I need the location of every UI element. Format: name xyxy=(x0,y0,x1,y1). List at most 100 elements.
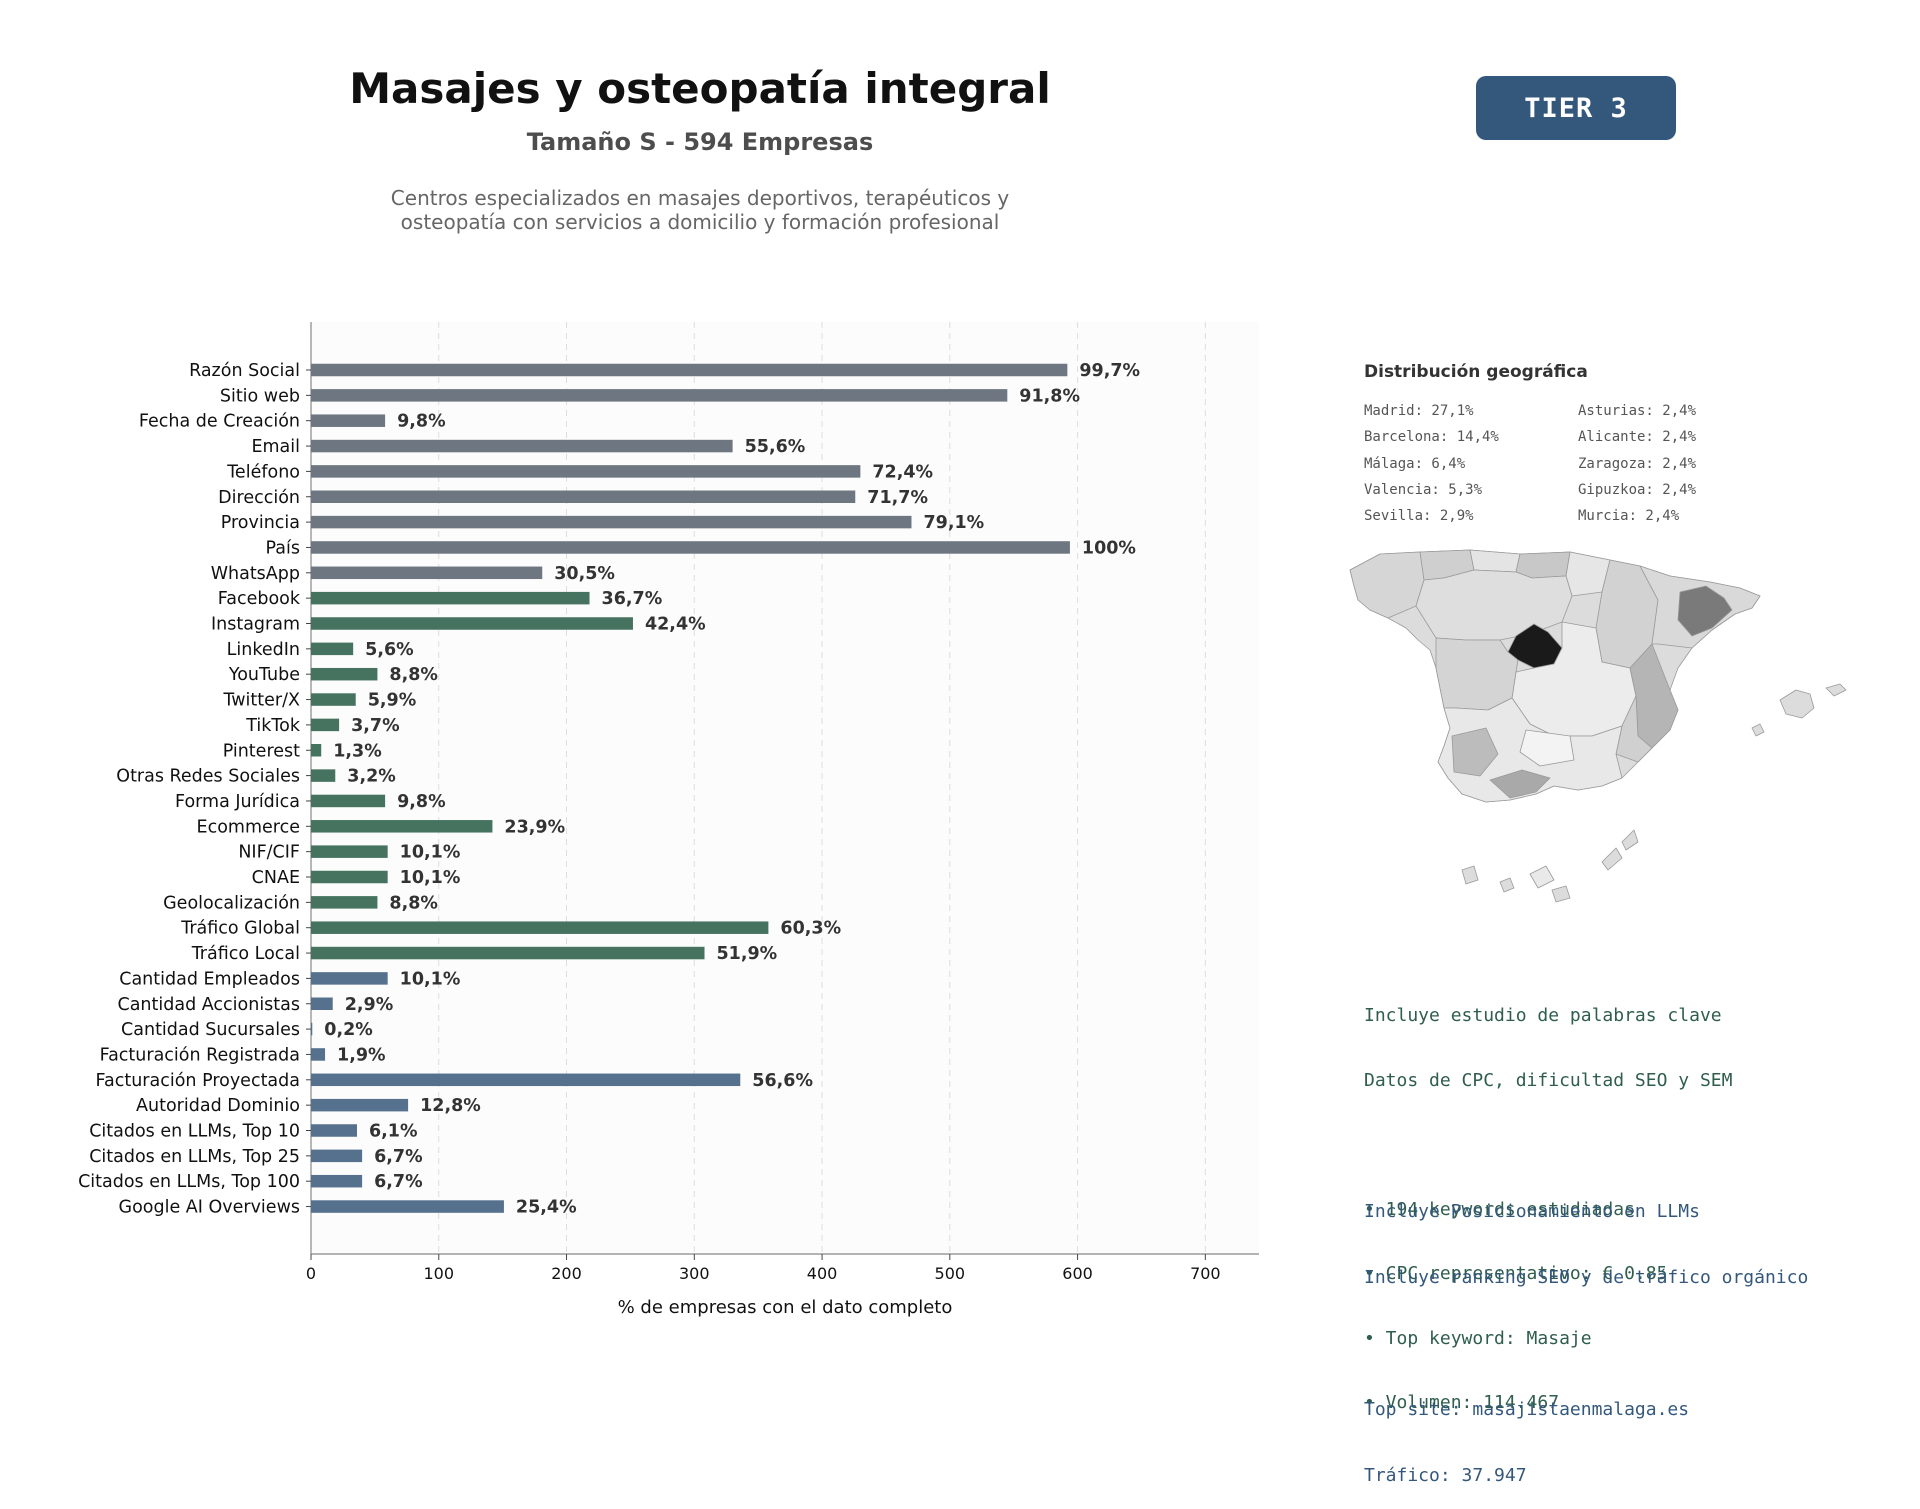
seo-line: Datos de CPC, dificultad SEO y SEM xyxy=(1364,1069,1733,1091)
bar xyxy=(311,870,388,884)
page-subtitle: Tamaño S - 594 Empresas xyxy=(526,128,874,156)
description-line: osteopatía con servicios a domicilio y f… xyxy=(400,210,1000,234)
llm-line: Incluye ranking SEO y de tráfico orgánic… xyxy=(1364,1267,1809,1288)
bar-value-label: 10,1% xyxy=(400,843,461,863)
category-label: Twitter/X xyxy=(222,691,300,711)
category-label: Cantidad Empleados xyxy=(119,969,300,989)
bar xyxy=(311,515,912,529)
x-tick-label: 200 xyxy=(551,1264,582,1283)
bar xyxy=(311,769,336,782)
seo-line: • Top keyword: Masaje xyxy=(1364,1327,1592,1349)
bar xyxy=(311,845,388,858)
seo-line: • 194 keywords estudiadas xyxy=(1364,1198,1635,1220)
category-label: Citados en LLMs, Top 10 xyxy=(89,1122,300,1142)
map-region-ibiza xyxy=(1751,723,1765,737)
geo-item: Valencia: 5,3% xyxy=(1364,481,1483,498)
sector-description: Centros especializados en masajes deport… xyxy=(300,186,1100,234)
category-label: Provincia xyxy=(221,513,300,533)
bar xyxy=(311,820,493,833)
geo-item: Málaga: 6,4% xyxy=(1364,455,1466,472)
bar xyxy=(311,1073,741,1087)
bar xyxy=(311,896,378,909)
category-label: Instagram xyxy=(211,615,300,635)
bar xyxy=(311,642,354,656)
bar-value-label: 9,8% xyxy=(397,412,446,432)
llm-line: Tráfico: 37.947 xyxy=(1364,1465,1527,1486)
geo-item: Zaragoza: 2,4% xyxy=(1578,455,1697,472)
bar-value-label: 72,4% xyxy=(872,462,933,482)
bar xyxy=(311,1098,409,1112)
map-region-basque xyxy=(1515,551,1571,579)
category-label: Facturación Registrada xyxy=(100,1045,300,1065)
bar-value-label: 8,8% xyxy=(389,893,438,913)
category-label: Facturación Proyectada xyxy=(96,1071,300,1091)
bar-value-label: 0,2% xyxy=(324,1020,373,1040)
geo-item: Gipuzkoa: 2,4% xyxy=(1578,481,1697,498)
map-region-canary-1 xyxy=(1461,865,1479,885)
x-tick-label: 300 xyxy=(679,1264,710,1283)
bar xyxy=(311,921,769,934)
bar-value-label: 3,7% xyxy=(351,716,400,736)
bar-value-label: 9,8% xyxy=(397,792,446,812)
category-label: Email xyxy=(251,437,300,457)
bar xyxy=(311,1149,363,1163)
bar xyxy=(311,718,340,732)
bar xyxy=(311,1124,357,1137)
bar-value-label: 60,3% xyxy=(780,919,841,939)
llm-info-block: Incluye Posicionamiento en LLMs Incluye … xyxy=(1364,1157,1808,1509)
category-label: Facebook xyxy=(218,589,301,609)
tier-badge: TIER 3 xyxy=(1476,76,1676,140)
category-label: Autoridad Dominio xyxy=(136,1096,300,1116)
category-label: Geolocalización xyxy=(163,893,300,913)
bar xyxy=(311,1174,363,1188)
bar-value-label: 30,5% xyxy=(554,564,615,584)
bar-value-label: 10,1% xyxy=(400,969,461,989)
bar xyxy=(311,693,356,706)
bar xyxy=(311,439,733,453)
bar xyxy=(311,997,333,1010)
map-region-barcelona xyxy=(1677,585,1733,637)
bar xyxy=(311,617,633,630)
bar-value-label: 56,6% xyxy=(752,1071,813,1091)
category-label: Citados en LLMs, Top 100 xyxy=(78,1172,300,1192)
bar xyxy=(311,794,386,808)
bar-value-label: 3,2% xyxy=(347,767,396,787)
category-label: Tráfico Local xyxy=(191,944,300,964)
map-region-extremadura xyxy=(1435,637,1519,711)
category-label: Forma Jurídica xyxy=(175,792,300,812)
geo-column: Madrid: 27,1% Barcelona: 14,4% Málaga: 6… xyxy=(1364,398,1499,529)
bar-value-label: 12,8% xyxy=(420,1096,481,1116)
llm-line: Top site: masajistaenmalaga.es xyxy=(1364,1399,1690,1420)
seo-line: • CPC representativo: € 0.85 xyxy=(1364,1263,1668,1284)
category-label: TikTok xyxy=(245,716,301,736)
map-region-cantabria xyxy=(1469,549,1521,573)
category-label: Otras Redes Sociales xyxy=(116,767,300,787)
bar-value-label: 71,7% xyxy=(867,488,928,508)
category-label: Ecommerce xyxy=(197,817,300,837)
category-label: CNAE xyxy=(252,868,300,888)
bar xyxy=(311,667,378,681)
bar-value-label: 2,9% xyxy=(345,995,394,1015)
bar xyxy=(311,1048,326,1061)
bar xyxy=(311,1022,313,1036)
bar xyxy=(311,946,705,960)
bar xyxy=(311,744,322,757)
category-label: Google AI Overviews xyxy=(119,1198,300,1218)
bar-value-label: 1,3% xyxy=(333,741,382,761)
category-label: Dirección xyxy=(218,488,300,508)
category-label: YouTube xyxy=(228,665,300,685)
seo-info-block: Incluye estudio de palabras clave Datos … xyxy=(1364,962,1732,1435)
category-label: LinkedIn xyxy=(227,640,300,660)
map-region-navarra xyxy=(1565,551,1611,597)
x-tick-label: 0 xyxy=(306,1264,316,1283)
spain-choropleth-map xyxy=(1349,549,1847,903)
category-label: Fecha de Creación xyxy=(139,412,300,432)
map-region-canary-6 xyxy=(1621,829,1639,851)
bar xyxy=(311,591,590,605)
geo-item: Alicante: 2,4% xyxy=(1578,429,1697,446)
bar xyxy=(311,414,386,427)
category-label: Razón Social xyxy=(189,361,300,381)
llm-line xyxy=(1364,1333,1808,1355)
bar-value-label: 6,7% xyxy=(374,1147,423,1167)
geo-item: Murcia: 2,4% xyxy=(1578,508,1680,525)
